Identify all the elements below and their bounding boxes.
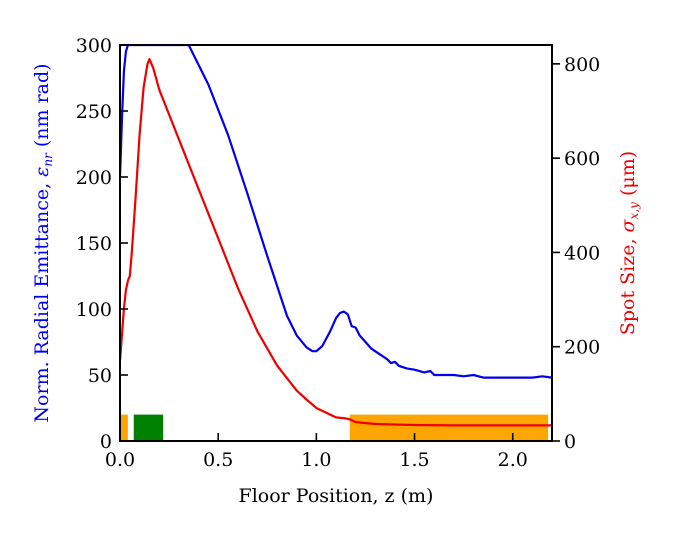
element-block-orange-2 (349, 414, 549, 441)
y-left-axis-title-symbol: ε (31, 167, 53, 177)
y-right-axis-title-unit: (μm) (617, 151, 639, 202)
element-block-orange-0 (120, 414, 128, 441)
y-left-axis-title: Norm. Radial Emittance, εnr (nm rad) (31, 63, 55, 422)
element-block-green-1 (133, 414, 164, 441)
y-left-axis-ticks: 0 50 100 150 200 250 300 (76, 35, 128, 453)
beamline-elements (120, 414, 549, 441)
spot-size-line (120, 57, 552, 427)
y-left-axis-title-unit: (nm rad) (31, 63, 53, 153)
y-right-tick-label: 600 (564, 148, 600, 170)
x-tick-label: 0.5 (203, 449, 233, 471)
y-left-tick-label: 50 (88, 365, 112, 387)
y-right-tick-label: 400 (564, 242, 600, 264)
x-tick-label: 1.5 (399, 449, 429, 471)
y-right-axis-title-symbol: σ (617, 218, 639, 232)
y-left-tick-label: 250 (76, 101, 112, 123)
y-right-axis-ticks: 0 200 400 600 800 (552, 54, 600, 453)
x-axis-ticks: 0.0 0.5 1.0 1.5 2.0 (105, 433, 528, 471)
y-left-tick-label: 100 (76, 299, 112, 321)
emittance-line (120, 45, 552, 379)
y-right-axis-title-prefix: Spot Size, (617, 232, 639, 335)
y-right-tick-label: 800 (564, 54, 600, 76)
y-right-tick-label: 0 (564, 431, 576, 453)
x-tick-label: 2.0 (498, 449, 528, 471)
y-left-tick-label: 300 (76, 35, 112, 57)
y-right-axis-title: Spot Size, σx,y (μm) (617, 151, 641, 335)
y-right-axis-title-subscript: x,y (627, 202, 641, 220)
x-tick-label: 0.0 (105, 449, 135, 471)
x-axis-title: Floor Position, z (m) (239, 485, 434, 507)
x-tick-label: 1.0 (301, 449, 331, 471)
y-left-axis-title-prefix: Norm. Radial Emittance, (31, 177, 53, 423)
y-left-tick-label: 0 (100, 431, 112, 453)
y-left-tick-label: 150 (76, 233, 112, 255)
y-right-tick-label: 200 (564, 337, 600, 359)
plot-frame (119, 44, 553, 442)
data-series (120, 45, 552, 427)
y-left-tick-label: 200 (76, 167, 112, 189)
y-left-axis-title-subscript: nr (41, 152, 55, 167)
